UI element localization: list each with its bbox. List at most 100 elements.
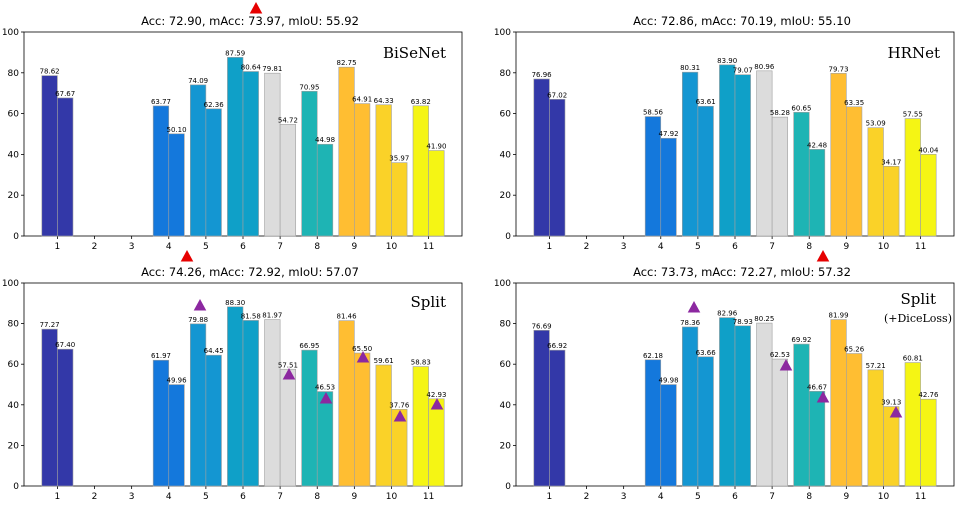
bar-value-label: 81.99 xyxy=(829,312,849,320)
x-tick-label: 4 xyxy=(658,242,664,252)
y-tick-label: 40 xyxy=(500,401,512,411)
bar-value-label: 63.77 xyxy=(151,98,171,106)
bar xyxy=(734,325,751,487)
bar xyxy=(264,319,281,487)
y-tick-label: 60 xyxy=(500,360,512,370)
bar-value-label: 81.97 xyxy=(262,312,282,320)
x-tick-label: 8 xyxy=(806,242,812,252)
bar-value-label: 65.50 xyxy=(352,345,372,353)
bar-value-label: 53.09 xyxy=(866,120,886,128)
x-tick-label: 10 xyxy=(878,492,890,502)
bar-value-label: 69.92 xyxy=(791,336,811,344)
bar xyxy=(375,104,392,237)
x-tick-label: 11 xyxy=(423,242,434,252)
bar xyxy=(338,66,355,237)
x-tick-label: 6 xyxy=(240,242,246,252)
x-tick-label: 11 xyxy=(423,492,434,502)
bar xyxy=(734,74,751,237)
model-label: Split xyxy=(410,293,446,311)
bar-value-label: 76.96 xyxy=(532,71,553,79)
bar xyxy=(549,98,566,237)
bar-value-label: 63.66 xyxy=(696,349,717,357)
bar-value-label: 80.31 xyxy=(680,64,700,72)
y-tick-label: 0 xyxy=(505,232,511,242)
bar-value-label: 49.98 xyxy=(659,377,679,385)
bar xyxy=(846,353,863,487)
bar-value-label: 67.40 xyxy=(55,341,75,349)
bar-value-label: 80.96 xyxy=(754,63,775,71)
bar-value-label: 64.33 xyxy=(374,97,394,105)
bar xyxy=(756,70,773,237)
bar-value-label: 79.88 xyxy=(188,316,208,324)
bar xyxy=(354,352,371,487)
bar xyxy=(227,57,244,237)
x-tick-label: 10 xyxy=(386,492,398,502)
chart-panel-4: 0 20 40 60 80 100 1 2 3 4 5 6 7 8 9 10 11 76.69 62.18 78.36… xyxy=(494,265,955,502)
bar xyxy=(264,72,281,237)
bar-value-label: 41.90 xyxy=(426,143,446,151)
bar-value-label: 40.04 xyxy=(918,146,939,154)
x-tick-label: 7 xyxy=(769,492,775,502)
red-triangle-marker xyxy=(249,2,263,14)
purple-triangle-marker xyxy=(779,359,793,371)
bar xyxy=(41,328,58,487)
purple-triangle-marker xyxy=(193,299,207,311)
bar xyxy=(375,364,392,487)
bar-value-label: 79.81 xyxy=(262,65,282,73)
bar-value-label: 39.13 xyxy=(881,399,901,407)
x-tick-label: 8 xyxy=(806,492,812,502)
bar xyxy=(279,124,297,237)
bar-value-label: 77.27 xyxy=(40,321,60,329)
purple-triangle-marker xyxy=(393,410,407,422)
x-tick-label: 11 xyxy=(915,242,926,252)
bar-value-label: 46.67 xyxy=(807,383,827,391)
bar-value-label: 61.97 xyxy=(151,352,171,360)
bar xyxy=(771,358,789,487)
x-tick-label: 5 xyxy=(695,242,701,252)
bar xyxy=(301,90,318,237)
x-tick-label: 9 xyxy=(843,492,849,502)
y-tick-label: 80 xyxy=(500,69,512,79)
bar-value-label: 82.75 xyxy=(337,59,357,67)
bar-value-label: 60.65 xyxy=(791,104,811,112)
bar-value-label: 50.10 xyxy=(167,126,187,134)
x-tick-label: 1 xyxy=(55,242,61,252)
bar xyxy=(830,319,847,487)
bar xyxy=(428,398,445,487)
x-tick-label: 3 xyxy=(129,242,135,252)
y-tick-label: 60 xyxy=(8,110,20,120)
bar-value-label: 87.59 xyxy=(225,49,245,57)
x-tick-label: 1 xyxy=(55,492,61,502)
bar-value-label: 34.17 xyxy=(881,158,901,166)
red-triangle-marker xyxy=(180,250,194,262)
y-tick-label: 100 xyxy=(494,28,511,38)
x-tick-label: 1 xyxy=(547,492,553,502)
model-label: BiSeNet xyxy=(383,44,446,62)
y-tick-label: 20 xyxy=(8,191,20,201)
bar-value-label: 63.61 xyxy=(696,98,716,106)
bar-value-label: 63.82 xyxy=(411,98,431,106)
bar-value-label: 57.21 xyxy=(866,362,886,370)
bar xyxy=(533,330,550,487)
bar-value-label: 58.28 xyxy=(770,109,790,117)
bar xyxy=(391,162,408,237)
y-tick-label: 20 xyxy=(500,441,512,451)
bar-value-label: 42.93 xyxy=(426,391,446,399)
purple-triangle-marker xyxy=(319,392,333,404)
bar-value-label: 57.55 xyxy=(903,111,923,119)
bar-value-label: 81.58 xyxy=(241,312,261,320)
bar-value-label: 46.53 xyxy=(315,384,335,392)
y-tick-label: 0 xyxy=(13,482,19,492)
purple-triangle-marker xyxy=(430,398,444,410)
bar xyxy=(920,398,937,487)
bar-value-label: 67.02 xyxy=(547,91,567,99)
y-tick-label: 40 xyxy=(500,150,512,160)
x-tick-label: 4 xyxy=(166,492,172,502)
bar xyxy=(428,150,445,237)
bar-value-label: 67.67 xyxy=(55,90,75,98)
x-tick-label: 10 xyxy=(878,242,890,252)
bar-value-label: 59.61 xyxy=(374,357,394,365)
bar xyxy=(756,322,773,487)
bar-value-label: 82.96 xyxy=(717,310,738,318)
x-tick-label: 8 xyxy=(314,242,320,252)
